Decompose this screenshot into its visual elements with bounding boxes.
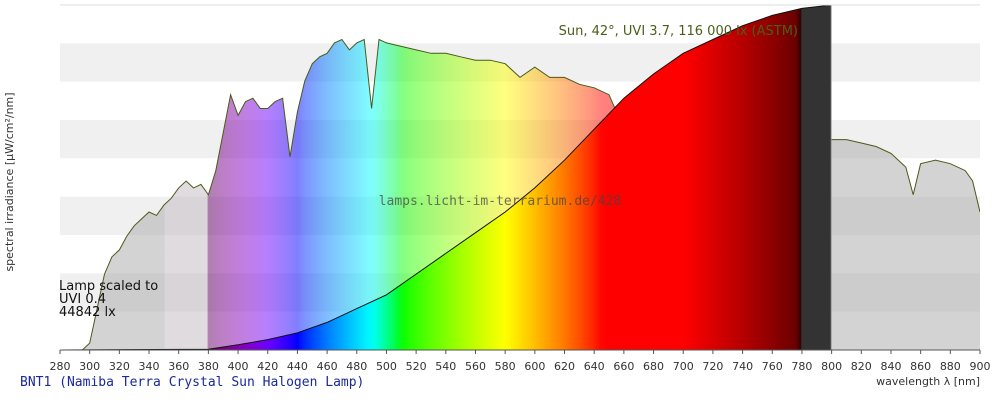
lamp-area-fill	[60, 5, 832, 350]
sun-annotation: Sun, 42°, UVI 3.7, 116 000 lx (ASTM)	[559, 24, 798, 39]
lamp-caption: BNT1 (Namiba Terra Crystal Sun Halogen L…	[20, 375, 365, 390]
x-tick-label: 360	[168, 360, 189, 373]
x-tick-label: 500	[376, 360, 397, 373]
lamp-annotation-line3: 44842 lx	[59, 305, 116, 320]
watermark: lamps.licht-im-terrarium.de/428	[379, 194, 622, 209]
x-tick-label: 900	[970, 360, 991, 373]
x-tick-label: 880	[940, 360, 961, 373]
x-tick-label: 640	[584, 360, 605, 373]
x-tick-label: 380	[198, 360, 219, 373]
x-axis-label: wavelength λ [nm]	[876, 375, 980, 388]
x-tick-label: 420	[257, 360, 278, 373]
x-tick-label: 780	[791, 360, 812, 373]
x-tick-label: 320	[109, 360, 130, 373]
x-tick-label: 460	[317, 360, 338, 373]
grid-band	[60, 43, 980, 82]
x-ticks: 280 300 320 340 360 380 400 420 440 460 480 500 520 5…	[50, 350, 991, 373]
x-tick-label: 580	[495, 360, 516, 373]
y-axis-label: spectral irradiance [µW/cm²/nm]	[3, 92, 16, 271]
x-tick-label: 860	[910, 360, 931, 373]
x-tick-label: 820	[851, 360, 872, 373]
x-tick-label: 340	[139, 360, 160, 373]
lamp-spectrum-area	[60, 5, 832, 350]
x-tick-label: 560	[465, 360, 486, 373]
x-tick-label: 680	[643, 360, 664, 373]
x-tick-label: 520	[406, 360, 427, 373]
x-tick-label: 760	[762, 360, 783, 373]
lamp-annotation-line1: Lamp scaled to	[59, 279, 158, 294]
x-tick-label: 400	[228, 360, 249, 373]
x-tick-label: 480	[346, 360, 367, 373]
x-tick-label: 720	[702, 360, 723, 373]
x-tick-label: 660	[613, 360, 634, 373]
x-tick-label: 740	[732, 360, 753, 373]
x-tick-label: 280	[50, 360, 71, 373]
x-tick-label: 620	[554, 360, 575, 373]
x-tick-label: 840	[880, 360, 901, 373]
lamp-spectrum-line	[60, 5, 832, 350]
x-tick-label: 300	[79, 360, 100, 373]
grid-band	[60, 5, 980, 44]
x-tick-label: 700	[673, 360, 694, 373]
x-tick-label: 540	[435, 360, 456, 373]
lamp-annotation-line2: UVI 0.4	[59, 292, 106, 307]
x-tick-label: 800	[821, 360, 842, 373]
x-tick-label: 440	[287, 360, 308, 373]
x-tick-label: 600	[524, 360, 545, 373]
